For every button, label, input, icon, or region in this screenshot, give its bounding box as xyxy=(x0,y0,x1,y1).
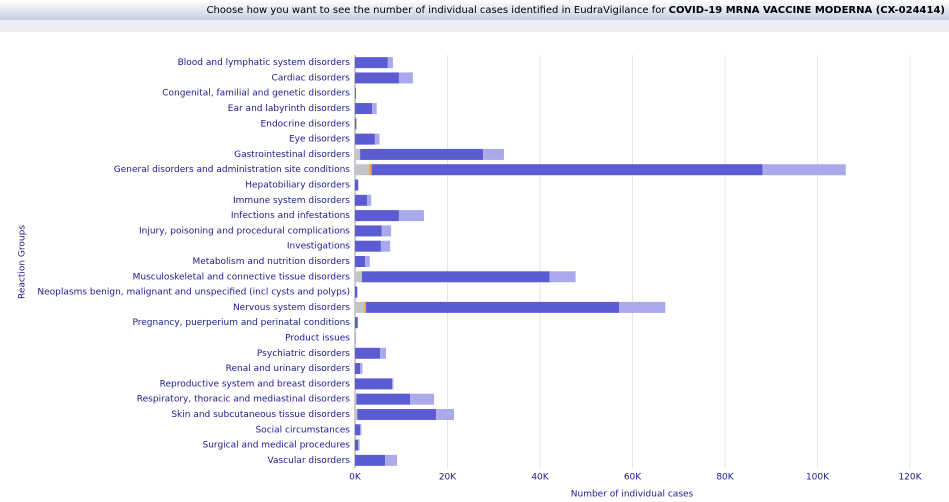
bar-segment xyxy=(483,149,504,160)
y-tick-label: Social circumstances xyxy=(255,425,350,435)
y-tick-label: Respiratory, thoracic and mediastinal di… xyxy=(137,395,351,405)
y-tick-label: Injury, poisoning and procedural complic… xyxy=(139,226,350,236)
y-tick-label: Hepatobiliary disorders xyxy=(245,181,350,191)
bar-segment xyxy=(360,363,362,374)
bar-segment xyxy=(355,195,367,206)
header-title: Choose how you want to see the number of… xyxy=(206,5,945,16)
y-tick-label: Metabolism and nutrition disorders xyxy=(192,257,350,267)
bar-segment xyxy=(380,348,386,359)
bar-segment xyxy=(355,134,375,145)
y-tick-label: Surgical and medical procedures xyxy=(203,441,351,451)
y-tick-label: Neoplasms benign, malignant and unspecif… xyxy=(37,288,350,298)
x-axis-label: Number of individual cases xyxy=(571,490,694,499)
x-tick-label: 40K xyxy=(531,473,549,483)
header-shadow xyxy=(0,20,949,32)
y-tick-label: Ear and labyrinth disorders xyxy=(228,104,351,114)
bar-segment xyxy=(355,103,372,114)
bar-segment xyxy=(355,317,358,328)
bar-segment xyxy=(436,409,454,420)
x-tick-label: 20K xyxy=(439,473,457,483)
y-tick-label: Blood and lymphatic system disorders xyxy=(178,58,351,68)
y-tick-label: Congenital, familial and genetic disorde… xyxy=(162,89,350,99)
y-tick-label: Cardiac disorders xyxy=(272,73,351,83)
bar-segment xyxy=(355,271,362,282)
bar-segment xyxy=(355,241,381,252)
bar-segment xyxy=(372,164,763,175)
y-tick-label: Musculoskeletal and connective tissue di… xyxy=(133,272,351,282)
y-tick-label: Pregnancy, puerperium and perinatal cond… xyxy=(132,318,350,328)
x-tick-label: 100K xyxy=(806,473,830,483)
y-tick-label: Nervous system disorders xyxy=(233,303,350,313)
bar-segment xyxy=(360,149,483,160)
bar-segment xyxy=(367,195,371,206)
bar-segment xyxy=(410,394,434,405)
bar-segment xyxy=(355,210,399,221)
y-tick-label: Psychiatric disorders xyxy=(257,349,350,359)
bar-segment xyxy=(355,363,360,374)
bar-segment xyxy=(355,302,364,313)
bar-segment xyxy=(355,57,388,68)
bar-segment xyxy=(355,348,380,359)
bar-segment xyxy=(362,271,550,282)
bar-segment xyxy=(358,440,359,451)
y-tick-label: Endocrine disorders xyxy=(261,119,351,129)
bar-segment xyxy=(355,72,399,83)
x-tick-label: 80K xyxy=(716,473,734,483)
bar-segment xyxy=(364,302,366,313)
bar-segment xyxy=(382,225,391,236)
y-tick-label: Reproductive system and breast disorders xyxy=(160,379,351,389)
bar-segment xyxy=(375,134,380,145)
bar-segment xyxy=(355,394,356,405)
y-tick-label: Eye disorders xyxy=(289,135,350,145)
bar-segment xyxy=(366,302,619,313)
bar-segment xyxy=(360,424,361,435)
bar-segment xyxy=(372,103,377,114)
bar-segment xyxy=(399,210,424,221)
y-tick-label: General disorders and administration sit… xyxy=(114,165,351,175)
bar-segment xyxy=(355,118,356,129)
y-axis-label: Reaction Groups xyxy=(18,225,28,299)
bar-segment xyxy=(355,409,357,420)
bar-segment xyxy=(357,409,436,420)
bar-segment xyxy=(762,164,845,175)
y-tick-label: Investigations xyxy=(287,242,350,252)
bar-segment xyxy=(365,256,370,267)
x-tick-label: 60K xyxy=(624,473,642,483)
bar-segment xyxy=(355,225,382,236)
title-product: COVID-19 MRNA VACCINE MODERNA (CX-024414… xyxy=(669,5,945,16)
y-tick-label: Skin and subcutaneous tissue disorders xyxy=(171,410,350,420)
bar-segment xyxy=(355,424,360,435)
bar-segment xyxy=(399,72,413,83)
x-tick-label: 120K xyxy=(898,473,922,483)
y-tick-label: Product issues xyxy=(285,333,350,343)
bar-segment xyxy=(355,149,360,160)
y-tick-label: Infections and infestations xyxy=(231,211,350,221)
bar-segment xyxy=(369,164,372,175)
y-tick-label: Vascular disorders xyxy=(268,456,351,466)
y-tick-label: Immune system disorders xyxy=(233,196,350,206)
title-text: Choose how you want to see the number of… xyxy=(206,5,666,16)
bar-segment xyxy=(355,440,358,451)
bar-segment xyxy=(355,180,358,191)
bar-segment xyxy=(356,394,410,405)
bar-segment xyxy=(355,256,365,267)
y-tick-label: Renal and urinary disorders xyxy=(226,364,351,374)
bar-segment xyxy=(381,241,390,252)
bar-segment xyxy=(355,88,356,99)
bar-segment xyxy=(355,455,385,466)
bar-segment xyxy=(388,57,393,68)
bar-segment xyxy=(550,271,576,282)
bar-segment xyxy=(355,164,369,175)
y-tick-label: Gastrointestinal disorders xyxy=(234,150,350,160)
bar-segment xyxy=(355,287,357,298)
x-tick-label: 0K xyxy=(349,473,362,483)
bar-segment xyxy=(392,378,393,389)
bar-segment xyxy=(385,455,397,466)
bar-segment xyxy=(619,302,665,313)
bar-segment xyxy=(355,378,392,389)
